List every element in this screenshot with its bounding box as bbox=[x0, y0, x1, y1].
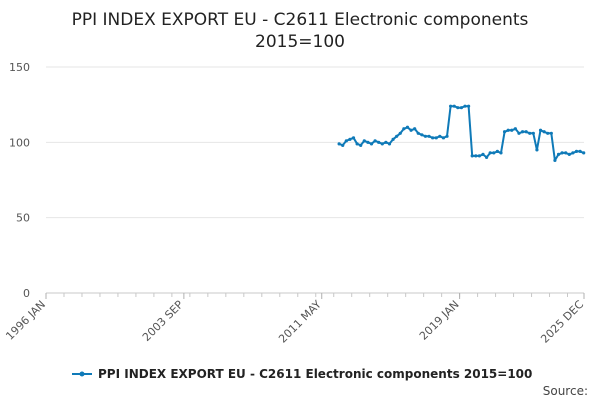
data-point[interactable] bbox=[391, 137, 395, 141]
y-axis: 0 50 100 150 bbox=[9, 61, 30, 300]
y-tick-label: 50 bbox=[16, 212, 30, 225]
data-point[interactable] bbox=[582, 151, 586, 155]
data-point[interactable] bbox=[405, 125, 410, 129]
chart-title-line1: PPI INDEX EXPORT EU - C2611 Electronic c… bbox=[72, 10, 529, 30]
data-point[interactable] bbox=[470, 154, 474, 158]
data-point[interactable] bbox=[553, 158, 557, 163]
data-point[interactable] bbox=[474, 154, 478, 158]
data-point[interactable] bbox=[528, 131, 532, 135]
data-point[interactable] bbox=[387, 142, 392, 146]
x-tick-label: 2003 SEP bbox=[140, 298, 186, 344]
data-point[interactable] bbox=[341, 143, 345, 147]
data-point[interactable] bbox=[359, 143, 363, 147]
data-point[interactable] bbox=[416, 131, 420, 135]
data-point[interactable] bbox=[531, 131, 535, 135]
source-label: Source: bbox=[543, 384, 588, 398]
data-point[interactable] bbox=[477, 154, 481, 158]
data-point[interactable] bbox=[542, 130, 546, 134]
x-tick-label: 2019 JAN bbox=[417, 298, 462, 343]
y-tick-label: 100 bbox=[9, 136, 30, 149]
chart-title-line2: 2015=100 bbox=[255, 32, 345, 52]
data-point[interactable] bbox=[481, 152, 485, 156]
data-point[interactable] bbox=[377, 140, 381, 144]
data-point[interactable] bbox=[452, 104, 456, 108]
legend[interactable]: PPI INDEX EXPORT EU - C2611 Electronic c… bbox=[72, 367, 532, 381]
data-point[interactable] bbox=[510, 128, 514, 132]
data-point[interactable] bbox=[413, 127, 417, 131]
data-point[interactable] bbox=[441, 136, 446, 140]
data-point[interactable] bbox=[348, 137, 352, 141]
data-point[interactable] bbox=[488, 151, 492, 155]
data-point[interactable] bbox=[549, 131, 553, 135]
data-point[interactable] bbox=[434, 136, 438, 140]
gridlines bbox=[46, 66, 584, 294]
data-point[interactable] bbox=[459, 106, 464, 110]
data-point[interactable] bbox=[380, 142, 384, 146]
data-point[interactable] bbox=[517, 131, 521, 135]
x-tick-label: 1996 JAN bbox=[3, 298, 48, 343]
x-axis: 1996 JAN 2003 SEP 2011 MAY 2019 JAN 2025 DEC bbox=[3, 293, 586, 346]
data-point[interactable] bbox=[427, 134, 431, 138]
data-point[interactable] bbox=[369, 142, 374, 146]
data-point[interactable] bbox=[438, 134, 442, 138]
data-point[interactable] bbox=[337, 142, 341, 146]
data-point[interactable] bbox=[578, 149, 582, 153]
plot-area bbox=[337, 104, 586, 163]
data-point[interactable] bbox=[384, 140, 388, 144]
data-point[interactable] bbox=[344, 139, 348, 143]
data-point[interactable] bbox=[506, 128, 510, 132]
data-point[interactable] bbox=[492, 151, 496, 155]
data-point[interactable] bbox=[402, 127, 406, 131]
data-point[interactable] bbox=[456, 106, 460, 110]
data-point[interactable] bbox=[495, 149, 499, 153]
data-point[interactable] bbox=[398, 131, 402, 135]
legend-dot-marker bbox=[79, 371, 85, 377]
data-point[interactable] bbox=[445, 134, 449, 138]
data-point[interactable] bbox=[499, 151, 503, 155]
legend-label: PPI INDEX EXPORT EU - C2611 Electronic c… bbox=[98, 367, 532, 381]
data-point[interactable] bbox=[546, 131, 550, 135]
data-point[interactable] bbox=[535, 148, 539, 152]
data-point[interactable] bbox=[571, 151, 575, 155]
data-point[interactable] bbox=[467, 104, 471, 108]
data-point[interactable] bbox=[420, 133, 424, 137]
x-tick-label: 2025 DEC bbox=[538, 298, 586, 346]
data-point[interactable] bbox=[538, 128, 543, 132]
data-point[interactable] bbox=[564, 151, 568, 155]
data-point[interactable] bbox=[513, 127, 517, 131]
data-point[interactable] bbox=[574, 149, 579, 153]
data-point[interactable] bbox=[502, 130, 507, 134]
y-tick-label: 0 bbox=[23, 287, 30, 300]
data-point[interactable] bbox=[560, 151, 564, 155]
data-point[interactable] bbox=[355, 142, 359, 146]
data-point[interactable] bbox=[373, 139, 377, 143]
data-point[interactable] bbox=[520, 130, 525, 134]
data-point[interactable] bbox=[351, 136, 356, 140]
data-point[interactable] bbox=[556, 152, 561, 156]
data-point[interactable] bbox=[423, 134, 428, 138]
data-point[interactable] bbox=[409, 128, 413, 132]
data-point[interactable] bbox=[366, 140, 370, 144]
data-point[interactable] bbox=[524, 130, 528, 134]
data-point[interactable] bbox=[362, 139, 366, 143]
data-point[interactable] bbox=[484, 155, 489, 159]
x-tick-label: 2011 MAY bbox=[276, 298, 324, 346]
data-point[interactable] bbox=[567, 152, 571, 156]
data-point[interactable] bbox=[463, 104, 467, 108]
data-point[interactable] bbox=[449, 104, 453, 108]
y-tick-label: 150 bbox=[9, 61, 30, 74]
data-point[interactable] bbox=[395, 134, 399, 138]
data-point[interactable] bbox=[431, 136, 435, 140]
